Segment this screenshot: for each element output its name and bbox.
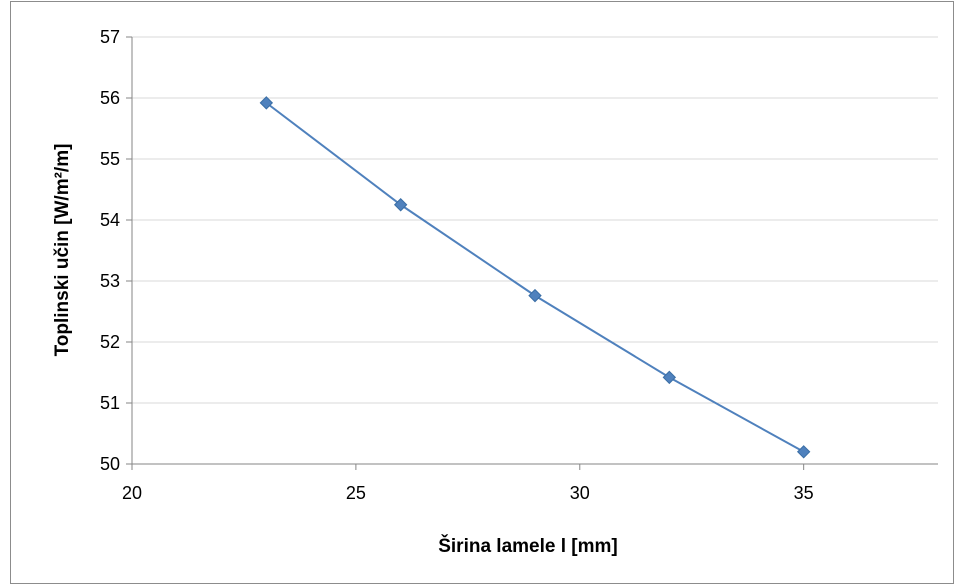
y-tick-label: 50 <box>100 454 120 474</box>
data-point-marker <box>259 96 274 110</box>
y-axis-title: Toplinski učin [W/m²/m] <box>52 144 73 357</box>
x-tick-label: 30 <box>570 483 590 503</box>
x-tick-label: 25 <box>346 483 366 503</box>
x-axis-title: Širina lamele l [mm] <box>438 535 618 557</box>
y-tick-label: 57 <box>100 27 120 47</box>
x-tick-label: 20 <box>122 483 142 503</box>
data-point-marker <box>393 198 408 212</box>
data-point-marker <box>796 445 811 459</box>
series-line <box>265 102 805 453</box>
y-tick-label: 51 <box>100 393 120 413</box>
y-tick-label: 53 <box>100 271 120 291</box>
data-point-marker <box>528 288 542 303</box>
y-tick-label: 54 <box>100 210 120 230</box>
tick-labels: 50 51 52 53 54 55 56 57 20 25 30 35 <box>100 27 814 503</box>
axes <box>126 36 938 470</box>
y-tick-label: 56 <box>100 88 120 108</box>
x-tick-label: 35 <box>794 483 814 503</box>
data-series <box>259 96 811 459</box>
data-point-marker <box>662 370 677 385</box>
y-tick-label: 55 <box>100 149 120 169</box>
grid-lines <box>132 36 938 404</box>
y-tick-label: 52 <box>100 332 120 352</box>
